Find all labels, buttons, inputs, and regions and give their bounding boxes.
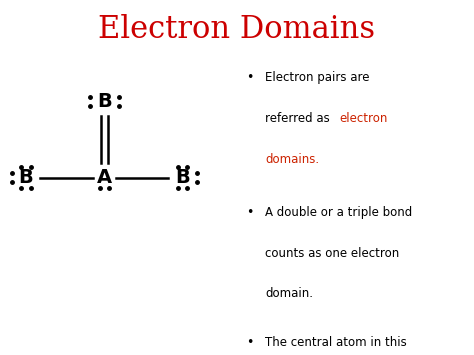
- Text: •: •: [246, 71, 254, 84]
- Text: domain.: domain.: [265, 288, 313, 300]
- Text: B: B: [97, 92, 112, 111]
- Text: Electron pairs are: Electron pairs are: [265, 71, 370, 84]
- Text: A: A: [97, 168, 112, 187]
- Text: B: B: [175, 168, 190, 187]
- Text: The central atom in this: The central atom in this: [265, 337, 407, 349]
- Text: domains.: domains.: [265, 153, 319, 166]
- Text: referred as: referred as: [265, 112, 334, 125]
- Text: counts as one electron: counts as one electron: [265, 246, 400, 260]
- Text: •: •: [246, 337, 254, 349]
- Text: Electron Domains: Electron Domains: [99, 14, 375, 45]
- Text: A double or a triple bond: A double or a triple bond: [265, 206, 413, 219]
- Text: •: •: [246, 206, 254, 219]
- Text: electron: electron: [339, 112, 387, 125]
- Text: B: B: [18, 168, 34, 187]
